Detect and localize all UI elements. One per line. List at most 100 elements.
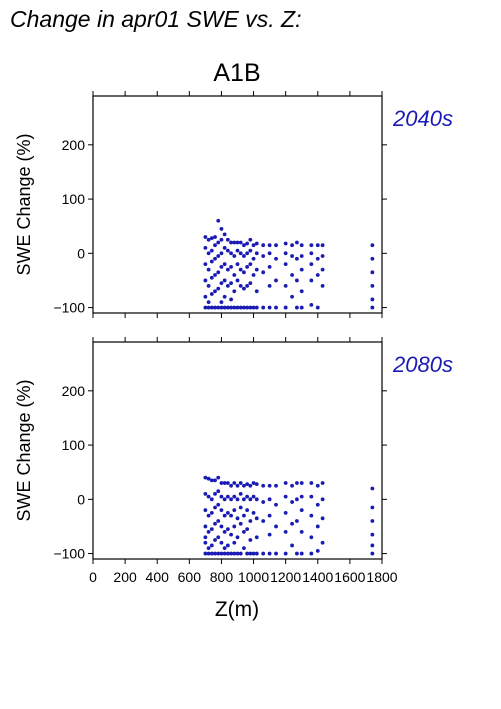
data-point bbox=[213, 478, 217, 483]
data-point bbox=[213, 551, 217, 556]
data-point bbox=[295, 551, 299, 556]
data-point bbox=[232, 289, 237, 294]
data-point bbox=[229, 483, 233, 488]
panel-2040s: −100 0 100 200 SWE Change (%) 2040s bbox=[14, 91, 453, 318]
data-point bbox=[229, 297, 233, 302]
data-point bbox=[248, 281, 253, 286]
x-tick-label: 200 bbox=[113, 569, 137, 585]
data-point bbox=[315, 256, 320, 261]
data-point bbox=[290, 254, 294, 258]
data-point bbox=[232, 240, 237, 245]
plot-frame bbox=[92, 95, 383, 314]
data-point bbox=[242, 270, 246, 275]
data-point bbox=[209, 259, 214, 264]
data-point bbox=[309, 262, 314, 267]
data-point bbox=[209, 275, 214, 280]
data-point bbox=[370, 519, 375, 523]
data-point bbox=[216, 502, 221, 507]
data-point bbox=[290, 294, 294, 299]
data-point bbox=[242, 546, 246, 551]
data-point bbox=[219, 508, 224, 513]
y-tick-label: 0 bbox=[77, 245, 85, 261]
data-point bbox=[203, 524, 208, 529]
data-point bbox=[219, 524, 224, 529]
data-point bbox=[248, 551, 253, 556]
data-point bbox=[370, 305, 375, 310]
data-point bbox=[267, 305, 272, 310]
data-point bbox=[225, 543, 230, 548]
data-point bbox=[235, 516, 240, 521]
data-point bbox=[242, 286, 246, 291]
data-point bbox=[290, 500, 294, 504]
x-tick-label: 1400 bbox=[302, 569, 333, 585]
data-point bbox=[213, 521, 217, 526]
data-point bbox=[209, 527, 214, 532]
data-point bbox=[206, 546, 211, 551]
data-point bbox=[370, 256, 375, 261]
data-point bbox=[229, 551, 233, 556]
data-point bbox=[238, 283, 243, 288]
x-tick-label: 1600 bbox=[334, 569, 365, 585]
data-point bbox=[299, 254, 304, 258]
x-axis-label: Z(m) bbox=[215, 598, 259, 621]
data-point bbox=[274, 524, 278, 529]
data-point bbox=[267, 551, 272, 556]
data-point bbox=[248, 305, 253, 310]
data-point bbox=[248, 497, 253, 502]
data-point bbox=[267, 483, 272, 488]
data-point bbox=[232, 273, 237, 277]
data-point bbox=[216, 551, 221, 556]
data-point bbox=[216, 254, 221, 258]
data-point bbox=[248, 237, 253, 242]
data-point bbox=[248, 483, 253, 488]
data-point bbox=[222, 529, 227, 534]
data-point bbox=[213, 289, 217, 294]
data-point bbox=[242, 529, 246, 534]
data-point bbox=[370, 243, 375, 248]
data-point bbox=[267, 532, 272, 537]
data-point bbox=[245, 264, 250, 269]
data-point bbox=[248, 248, 253, 253]
chart-title: Change in apr01 SWE vs. Z: bbox=[10, 6, 301, 32]
data-point bbox=[242, 497, 246, 502]
data-point bbox=[320, 243, 325, 248]
data-point bbox=[203, 262, 208, 267]
data-point bbox=[248, 538, 253, 542]
x-tick-label: 1200 bbox=[270, 569, 301, 585]
data-point bbox=[309, 551, 314, 556]
data-point bbox=[299, 551, 304, 556]
data-point bbox=[229, 264, 233, 269]
data-point bbox=[203, 475, 208, 480]
data-point bbox=[267, 283, 272, 288]
data-point bbox=[235, 305, 240, 310]
data-point bbox=[315, 548, 320, 553]
data-point bbox=[203, 535, 208, 540]
data-point bbox=[203, 305, 208, 310]
data-point bbox=[309, 278, 314, 283]
data-point bbox=[216, 489, 221, 494]
data-point bbox=[370, 505, 375, 510]
data-point bbox=[216, 240, 221, 245]
y-tick-label: −100 bbox=[53, 546, 85, 562]
data-point bbox=[213, 492, 217, 496]
data-point bbox=[219, 305, 224, 310]
data-point bbox=[203, 508, 208, 513]
data-point bbox=[225, 494, 230, 499]
data-point bbox=[229, 497, 233, 502]
data-point bbox=[309, 481, 314, 485]
data-point bbox=[229, 532, 233, 537]
data-point bbox=[213, 256, 217, 261]
data-point bbox=[229, 251, 233, 256]
data-point bbox=[245, 241, 250, 246]
data-point bbox=[213, 538, 217, 542]
y-tick-label: 100 bbox=[62, 191, 86, 207]
y-tick-label: 200 bbox=[62, 383, 86, 399]
data-point bbox=[213, 273, 217, 277]
data-point bbox=[209, 551, 214, 556]
data-point bbox=[254, 482, 259, 487]
y-axis-label: SWE Change (%) bbox=[14, 133, 34, 275]
data-point bbox=[203, 235, 208, 239]
data-point bbox=[309, 243, 314, 248]
data-point bbox=[206, 300, 211, 305]
data-point bbox=[274, 278, 278, 283]
